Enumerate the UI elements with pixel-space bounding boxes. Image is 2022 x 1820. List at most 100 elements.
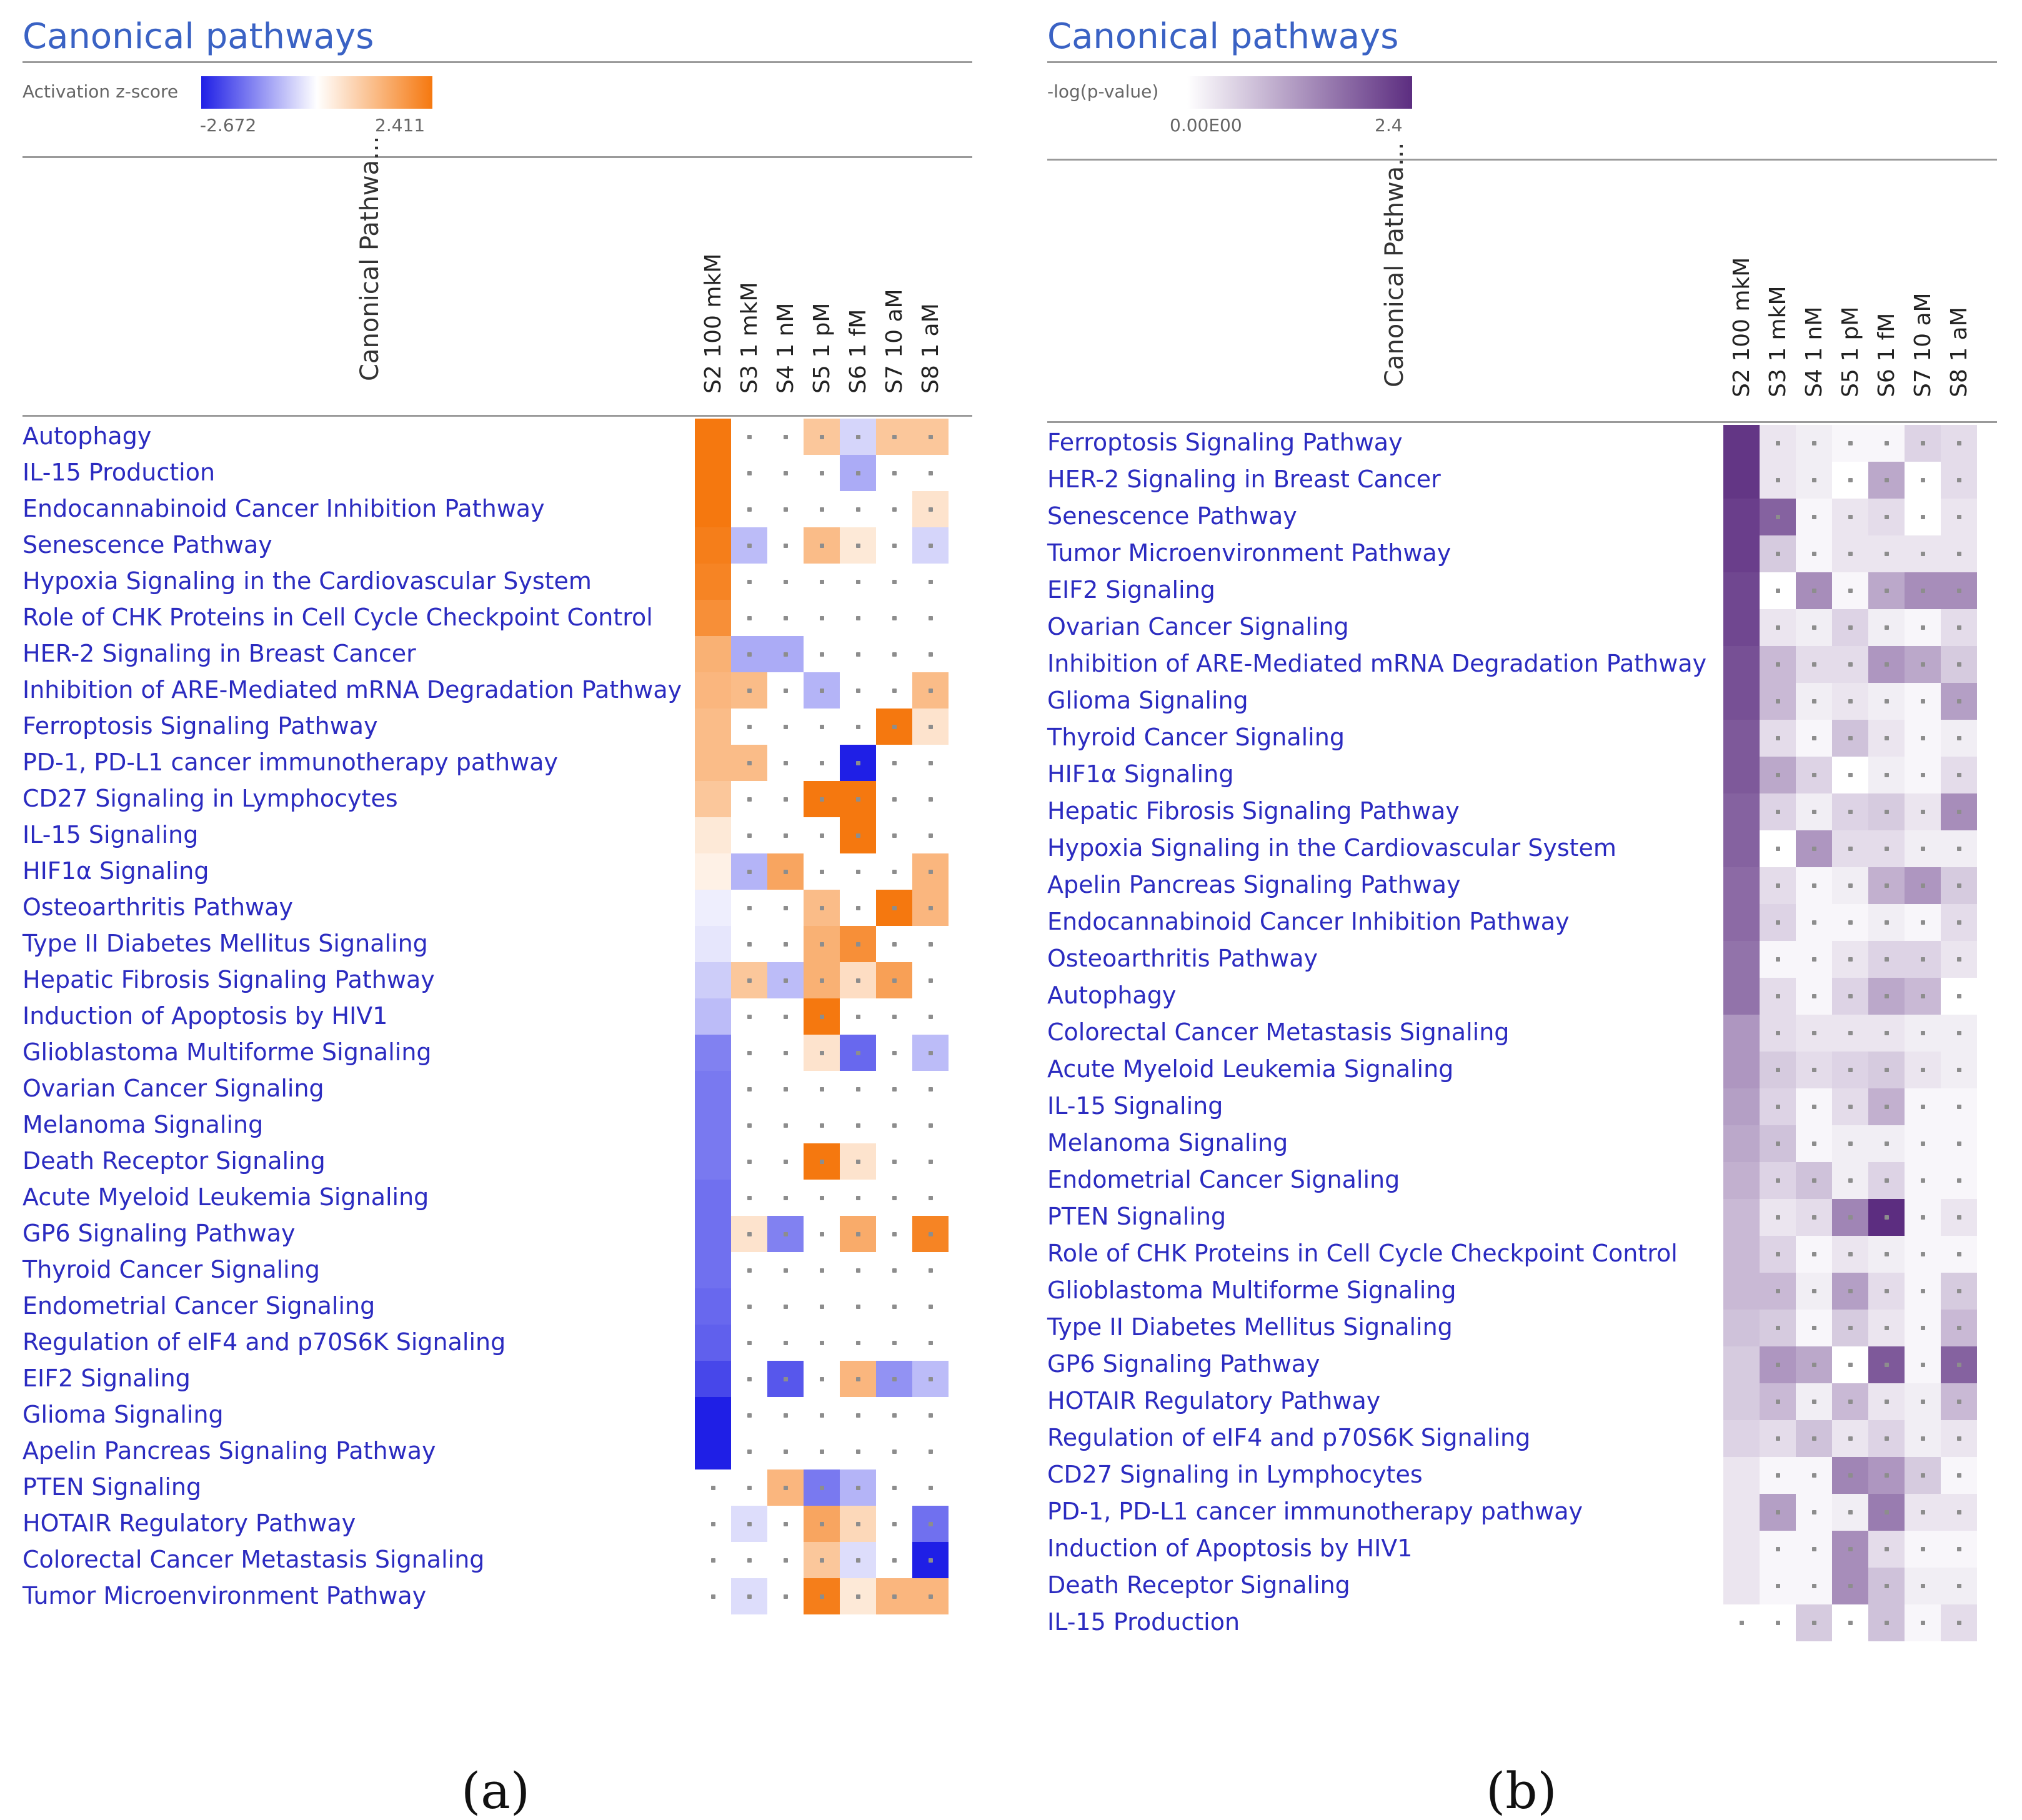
row-label[interactable]: Endocannabinoid Cancer Inhibition Pathwa… [1047,908,1570,935]
row-label[interactable]: Inhibition of ARE-Mediated mRNA Degradat… [22,676,682,704]
row-label[interactable]: Role of CHK Proteins in Cell Cycle Check… [22,604,653,631]
row-label[interactable]: HOTAIR Regulatory Pathway [1047,1387,1381,1415]
row-label[interactable]: Tumor Microenvironment Pathway [22,1582,427,1609]
cell-dot [1776,1621,1780,1625]
row-label[interactable]: Hypoxia Signaling in the Cardiovascular … [22,567,592,595]
row-label[interactable]: Regulation of eIF4 and p70S6K Signaling [1047,1424,1531,1451]
row-label[interactable]: PD-1, PD-L1 cancer immunotherapy pathway [22,748,558,776]
heatmap-cell [1905,1088,1941,1125]
cell-dot [820,580,824,584]
row-label[interactable]: Acute Myeloid Leukemia Signaling [1047,1055,1454,1083]
row-label[interactable]: PTEN Signaling [22,1473,202,1501]
row-label[interactable]: IL-15 Signaling [22,821,199,848]
cell-dot [1957,625,1961,630]
row-label[interactable]: Death Receptor Signaling [22,1147,326,1175]
heatmap-cell [1723,830,1760,867]
row-label[interactable]: IL-15 Production [1047,1608,1240,1636]
cell-dot [820,616,824,620]
heatmap-cell [1723,1604,1760,1641]
row-label[interactable]: Endometrial Cancer Signaling [1047,1166,1400,1193]
row-label[interactable]: HIF1α Signaling [22,857,209,885]
row-label[interactable]: IL-15 Production [22,459,216,486]
cell-dot [929,797,933,802]
row-label[interactable]: Endocannabinoid Cancer Inhibition Pathwa… [22,495,545,522]
row-label[interactable]: Hypoxia Signaling in the Cardiovascular … [1047,834,1616,862]
row-label[interactable]: Death Receptor Signaling [1047,1571,1350,1599]
row-label[interactable]: Colorectal Cancer Metastasis Signaling [1047,1018,1510,1046]
row-label[interactable]: Induction of Apoptosis by HIV1 [22,1002,388,1030]
heatmap-cell [1832,1457,1868,1494]
row-label[interactable]: Autophagy [22,422,152,450]
row-label[interactable]: EIF2 Signaling [22,1365,191,1392]
row-label[interactable]: IL-15 Signaling [1047,1092,1223,1120]
row-label[interactable]: Ovarian Cancer Signaling [1047,613,1349,640]
row-label[interactable]: HIF1α Signaling [1047,760,1234,788]
row-label[interactable]: GP6 Signaling Pathway [22,1220,296,1247]
row-label[interactable]: CD27 Signaling in Lymphocytes [22,785,398,812]
row-label[interactable]: Regulation of eIF4 and p70S6K Signaling [22,1328,506,1356]
heatmap-cell [767,853,804,890]
row-label[interactable]: Induction of Apoptosis by HIV1 [1047,1534,1413,1562]
heatmap-cell [1941,1015,1977,1052]
row-label[interactable]: Endometrial Cancer Signaling [22,1292,376,1320]
cell-dot [1957,1473,1961,1478]
heatmap-cell [804,962,840,998]
row-label[interactable]: CD27 Signaling in Lymphocytes [1047,1461,1423,1488]
cell-dot [1885,552,1889,556]
cell-dot [747,1051,752,1055]
row-label[interactable]: Thyroid Cancer Signaling [22,1256,320,1283]
row-label[interactable]: Osteoarthritis Pathway [1047,945,1318,972]
row-label[interactable]: Ovarian Cancer Signaling [22,1075,324,1102]
row-label[interactable]: PD-1, PD-L1 cancer immunotherapy pathway [1047,1498,1583,1525]
cell-dot [856,689,860,693]
heatmap-cell [912,419,949,455]
row-label[interactable]: Apelin Pancreas Signaling Pathway [1047,871,1461,898]
heatmap-cell [695,1071,731,1107]
heatmap-cell [840,890,876,926]
row-label[interactable]: HER-2 Signaling in Breast Cancer [1047,465,1441,493]
row-label[interactable]: Role of CHK Proteins in Cell Cycle Check… [1047,1240,1678,1267]
row-label[interactable]: Osteoarthritis Pathway [22,893,293,921]
row-label[interactable]: Glioblastoma Multiforme Signaling [1047,1276,1457,1304]
row-label[interactable]: EIF2 Signaling [1047,576,1215,604]
row-label[interactable]: Apelin Pancreas Signaling Pathway [22,1437,436,1464]
heatmap-cell [1832,1346,1868,1383]
heatmap-cell [731,491,767,527]
row-label[interactable]: Melanoma Signaling [22,1111,264,1138]
cell-dot [1885,1363,1889,1367]
row-label[interactable]: Ferroptosis Signaling Pathway [22,712,378,740]
cell-dot [1812,1400,1816,1404]
heatmap-cell [1941,1125,1977,1162]
row-label[interactable]: Glioma Signaling [22,1401,224,1428]
cell-dot [1812,478,1816,482]
heatmap-cell [731,853,767,890]
row-label[interactable]: Autophagy [1047,982,1177,1009]
row-label[interactable]: Melanoma Signaling [1047,1129,1288,1156]
row-label[interactable]: Senescence Pathway [1047,502,1297,530]
row-label[interactable]: Type II Diabetes Mellitus Signaling [1047,1313,1453,1341]
row-label[interactable]: GP6 Signaling Pathway [1047,1350,1320,1378]
cell-dot [1957,1031,1961,1035]
row-label[interactable]: Acute Myeloid Leukemia Signaling [22,1183,429,1211]
heatmap-cell [1796,1125,1832,1162]
heatmap-cell [1760,1494,1796,1531]
column-header-label: S7 10 aM [882,289,907,394]
heatmap-cell [1868,904,1905,941]
row-label[interactable]: HER-2 Signaling in Breast Cancer [22,640,416,667]
row-label[interactable]: Senescence Pathway [22,531,272,559]
row-label[interactable]: Colorectal Cancer Metastasis Signaling [22,1546,485,1573]
row-label[interactable]: Hepatic Fibrosis Signaling Pathway [22,966,435,993]
row-label[interactable]: HOTAIR Regulatory Pathway [22,1509,356,1537]
row-label[interactable]: Glioblastoma Multiforme Signaling [22,1038,432,1066]
cell-dot [892,725,897,729]
row-label[interactable]: Thyroid Cancer Signaling [1047,724,1345,751]
row-label[interactable]: Inhibition of ARE-Mediated mRNA Degradat… [1047,650,1707,677]
row-label[interactable]: Hepatic Fibrosis Signaling Pathway [1047,797,1460,825]
row-label[interactable]: Ferroptosis Signaling Pathway [1047,429,1403,456]
row-label[interactable]: Tumor Microenvironment Pathway [1047,539,1452,567]
row-label[interactable]: PTEN Signaling [1047,1203,1227,1230]
cell-dot [892,1558,897,1563]
row-label[interactable]: Type II Diabetes Mellitus Signaling [22,930,428,957]
cell-dot [1885,810,1889,814]
row-label[interactable]: Glioma Signaling [1047,687,1248,714]
